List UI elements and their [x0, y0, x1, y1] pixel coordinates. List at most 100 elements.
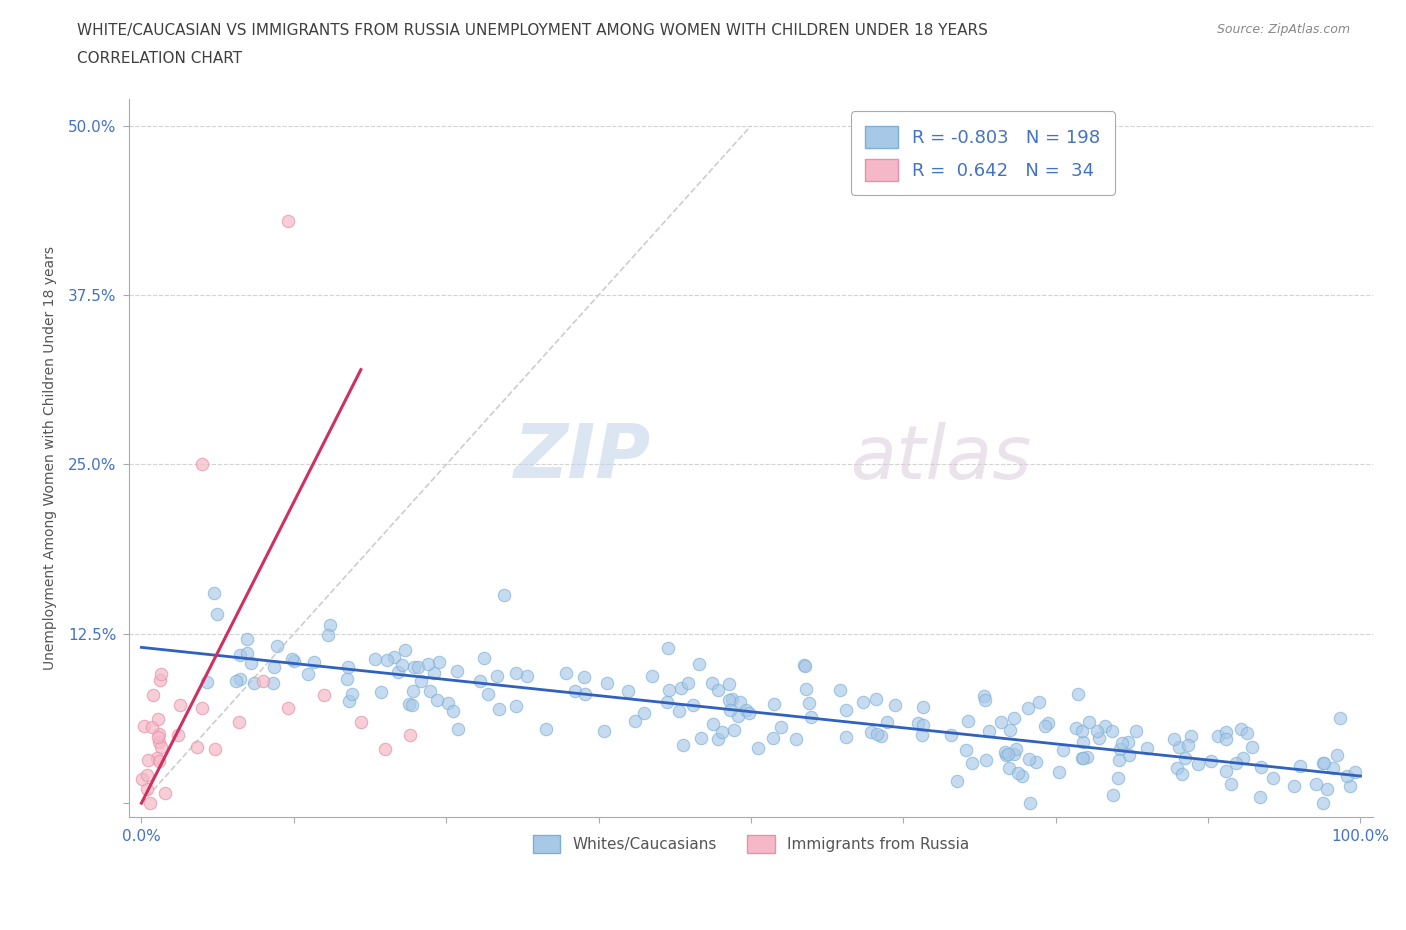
Point [1240, 739, 1263, 754]
Point [678, 675, 700, 690]
Point [337, 694, 360, 709]
Point [998, 723, 1021, 737]
Point [1108, 752, 1130, 767]
Point [394, 643, 416, 658]
Point [228, 714, 250, 729]
Point [1250, 760, 1272, 775]
Point [960, 755, 983, 770]
Point [572, 670, 595, 684]
Point [1177, 737, 1199, 752]
Point [1322, 760, 1344, 775]
Point [336, 671, 359, 686]
Point [974, 693, 997, 708]
Point [468, 674, 491, 689]
Point [263, 659, 285, 674]
Point [1019, 796, 1042, 811]
Point [427, 655, 450, 670]
Point [1047, 764, 1070, 779]
Point [516, 669, 538, 684]
Point [142, 688, 165, 703]
Point [262, 676, 284, 691]
Point [1215, 732, 1237, 747]
Point [283, 654, 305, 669]
Point [793, 658, 815, 673]
Point [1316, 781, 1339, 796]
Point [669, 681, 692, 696]
Point [382, 649, 405, 664]
Point [835, 730, 858, 745]
Point [337, 659, 360, 674]
Point [1018, 752, 1040, 767]
Point [1071, 751, 1094, 765]
Point [1007, 765, 1029, 780]
Point [555, 666, 578, 681]
Point [974, 752, 997, 767]
Point [136, 781, 159, 796]
Point [770, 720, 793, 735]
Point [1052, 743, 1074, 758]
Point [1312, 795, 1334, 810]
Point [735, 702, 758, 717]
Point [624, 714, 647, 729]
Point [423, 665, 446, 680]
Point [1249, 790, 1271, 804]
Point [1071, 735, 1094, 750]
Legend: Whites/Caucasians, Immigrants from Russia: Whites/Caucasians, Immigrants from Russi… [526, 829, 976, 859]
Point [990, 715, 1012, 730]
Point [728, 695, 751, 710]
Point [738, 706, 761, 721]
Point [939, 727, 962, 742]
Point [564, 684, 586, 698]
Point [131, 772, 153, 787]
Point [707, 732, 730, 747]
Point [314, 687, 336, 702]
Point [727, 709, 749, 724]
Point [1066, 686, 1088, 701]
Point [416, 657, 439, 671]
Point [277, 701, 299, 716]
Point [441, 703, 464, 718]
Point [446, 663, 468, 678]
Point [375, 652, 398, 667]
Point [1078, 714, 1101, 729]
Point [711, 724, 734, 739]
Point [912, 717, 935, 732]
Point [762, 731, 785, 746]
Point [153, 786, 176, 801]
Point [657, 695, 679, 710]
Point [225, 674, 247, 689]
Point [723, 723, 745, 737]
Point [682, 698, 704, 712]
Point [1236, 725, 1258, 740]
Point [1344, 764, 1367, 779]
Point [302, 655, 325, 670]
Point [401, 698, 423, 712]
Point [1215, 724, 1237, 739]
Point [762, 697, 785, 711]
Point [1305, 777, 1327, 791]
Point [707, 683, 730, 698]
Point [1199, 753, 1222, 768]
Point [596, 675, 619, 690]
Point [946, 774, 969, 789]
Point [398, 697, 420, 711]
Point [911, 727, 934, 742]
Point [1094, 719, 1116, 734]
Point [387, 665, 409, 680]
Point [374, 741, 396, 756]
Point [391, 658, 413, 672]
Point [191, 701, 214, 716]
Point [485, 669, 508, 684]
Point [191, 457, 214, 472]
Point [148, 735, 170, 750]
Point [747, 740, 769, 755]
Point [1206, 729, 1229, 744]
Point [488, 701, 510, 716]
Y-axis label: Unemployment Among Women with Children Under 18 years: Unemployment Among Women with Children U… [44, 246, 58, 670]
Point [474, 651, 496, 666]
Point [574, 687, 596, 702]
Point [280, 651, 302, 666]
Point [1339, 778, 1361, 793]
Text: ZIP: ZIP [515, 421, 651, 494]
Point [911, 699, 934, 714]
